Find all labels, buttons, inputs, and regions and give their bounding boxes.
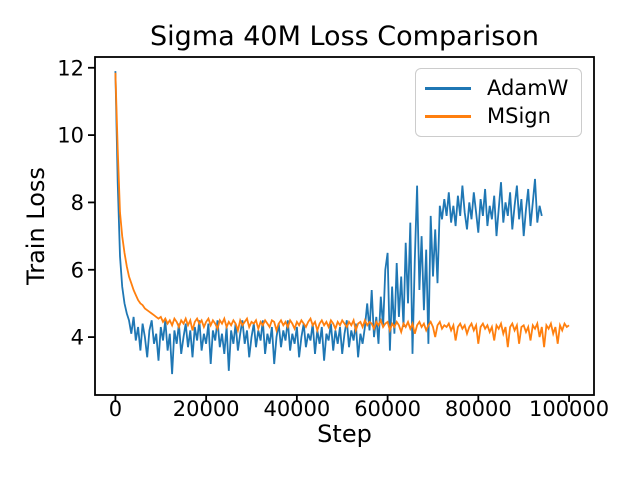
msign-series-line xyxy=(114,72,570,348)
legend-label-msign: MSign xyxy=(487,104,551,128)
legend-item-adamw: AdamW xyxy=(416,78,581,99)
msign-line-swatch xyxy=(425,115,471,118)
y-tick-label: 6 xyxy=(71,258,84,282)
adamw-line-swatch xyxy=(425,87,471,90)
y-axis-label: Train Loss xyxy=(22,167,50,285)
x-tick-label: 60000 xyxy=(354,397,421,421)
legend-item-msign: MSign xyxy=(416,106,581,127)
y-tick-label: 10 xyxy=(57,124,84,148)
legend-label-adamw: AdamW xyxy=(487,76,569,100)
plot-border xyxy=(94,56,595,396)
x-tick-label: 80000 xyxy=(445,397,512,421)
x-tick-label: 100000 xyxy=(529,397,609,421)
y-tick-label: 4 xyxy=(71,326,84,350)
x-tick-label: 0 xyxy=(109,397,122,421)
x-tick-label: 40000 xyxy=(263,397,330,421)
x-tick-label: 20000 xyxy=(173,397,240,421)
y-tick-label: 8 xyxy=(71,191,84,215)
chart-title: Sigma 40M Loss Comparison xyxy=(150,21,539,52)
x-axis-label: Step xyxy=(317,420,372,448)
adamw-series-line xyxy=(114,71,543,375)
legend: AdamW MSign xyxy=(415,68,582,137)
y-tick-label: 12 xyxy=(57,56,84,80)
